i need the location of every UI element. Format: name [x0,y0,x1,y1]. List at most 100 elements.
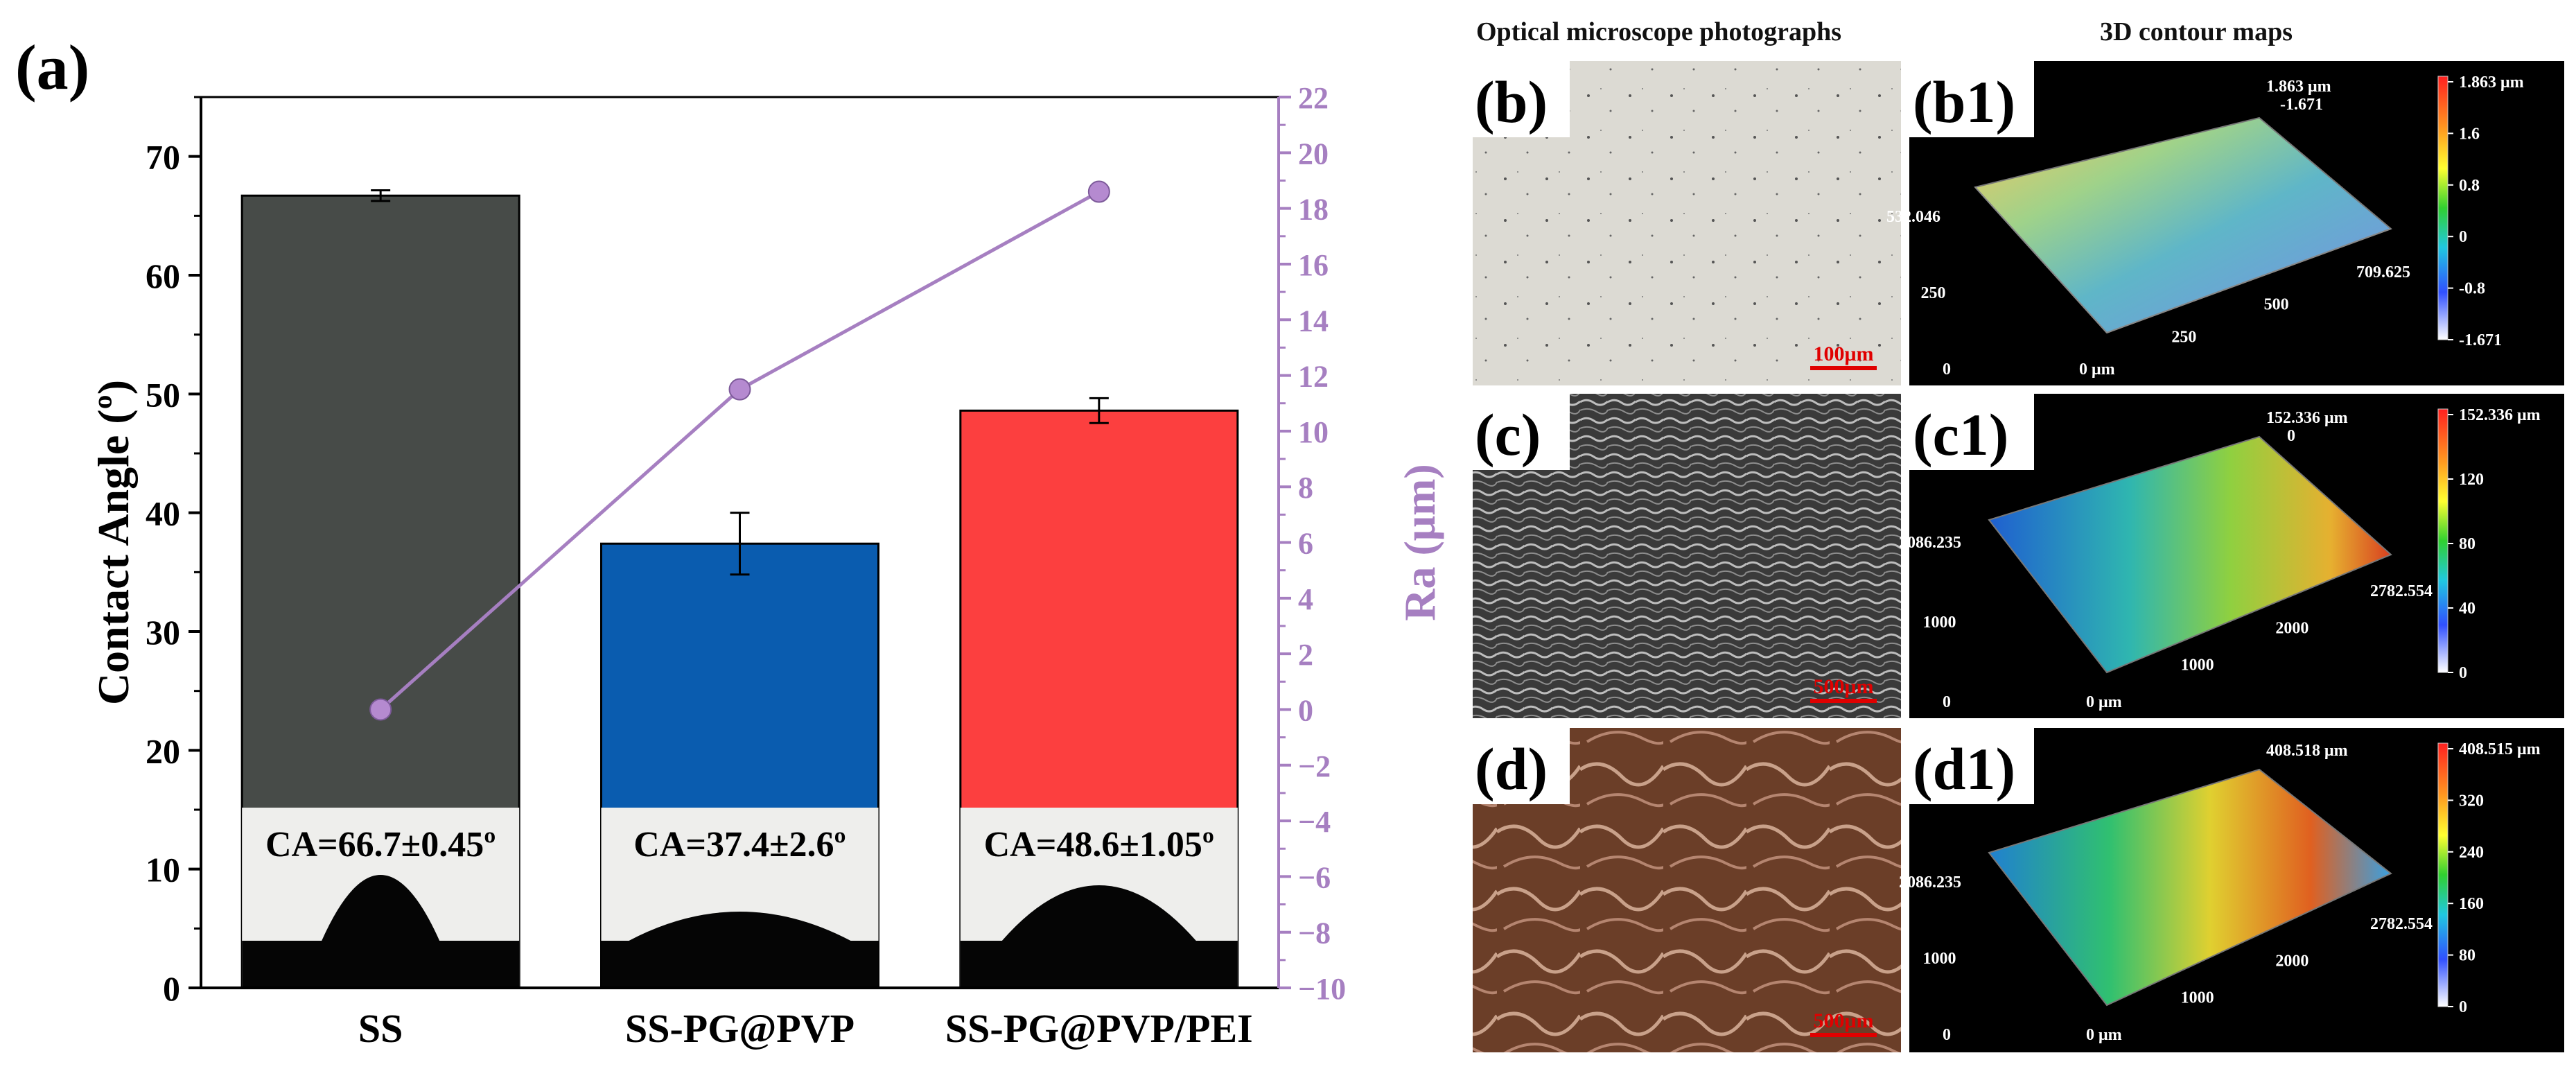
right-tick-label: 16 [1298,248,1329,282]
z-max-label: 152.336 μm [2266,409,2348,427]
panel-label-b1: (b1) [1913,69,2015,135]
left-axis-title: Contact Angle (º) [89,380,138,705]
left-tick-label: 50 [146,375,180,414]
x-tick-label: 0 μm [2086,1026,2122,1044]
y-tick-label: 250 [1921,284,1946,302]
colorbar-tick-label: 80 [2459,947,2476,965]
y-tick-label: 1000 [1923,950,1956,968]
colorbar-tick-label: 0 [2459,664,2467,682]
right-tick-label: 14 [1298,304,1329,338]
scale-bar-d [1810,1033,1877,1037]
right-tick-label: 18 [1298,193,1329,227]
panel-label-d: (d) [1475,736,1548,802]
panel-label-c: (c) [1475,401,1541,468]
header-contour: 3D contour maps [2100,17,2293,46]
droplet-inset-2 [960,808,1238,986]
right-tick-label: 4 [1298,582,1313,616]
z-min-label: -1.671 [2280,96,2323,114]
droplet-inset-0 [242,808,520,986]
panel-label-d1: (d1) [1913,736,2015,802]
scale-bar-b-label: 100μm [1814,342,1874,365]
right-tick-label: 22 [1298,81,1329,115]
z-max-label: 1.863 μm [2266,78,2331,96]
contour-d1: (d1) 408.518 μm 0 μm 1000 2000 2782.554 0 1000… [1899,728,2564,1052]
right-tick-label: −10 [1298,972,1346,1006]
left-tick-label: 30 [146,613,180,652]
micrograph-d: (d) 500μm [1473,728,1901,1052]
colorbar-tick-label: 152.336 μm [2459,406,2541,424]
micrograph-c: (c) 500μm [1473,394,1901,718]
error-bar-1 [730,512,750,576]
colorbar-tick-label: -1.671 [2459,331,2502,349]
error-bar-0 [371,189,391,202]
colorbar-tick-label: 160 [2459,895,2484,913]
category-label-1: SS-PG@PVP [625,1006,855,1051]
contact-angle-label-0: CA=66.7±0.45º [265,825,496,864]
colorbar-tick-label: 1.863 μm [2459,73,2524,92]
colorbar-tick-label: 40 [2459,600,2476,618]
roughness-point-1 [728,378,751,401]
colorbar-tick-label: 0 [2459,998,2467,1016]
error-bar-2 [1089,397,1109,424]
colorbar-tick-label: 0 [2459,228,2467,246]
colorbar-tick-label: -0.8 [2459,280,2485,298]
panel-label-c1: (c1) [1913,401,2008,468]
x-tick-label: 2782.554 [2370,582,2433,600]
scale-bar-c-label: 500μm [1814,675,1874,698]
right-tick-label: −8 [1298,916,1331,950]
y-tick-label: 532.046 [1886,208,1940,226]
roughness-point-2 [1087,180,1110,203]
micrograph-b: (b) 100μm [1473,61,1901,385]
left-tick-label: 60 [146,257,180,295]
y-tick-label: 0 [1943,1026,1951,1044]
right-tick-label: 0 [1298,693,1313,727]
x-tick-label: 1000 [2181,989,2214,1007]
left-tick-label: 0 [163,969,180,1008]
y-tick-label: 2086.235 [1899,873,1961,892]
z-min-label: 0 [2287,427,2295,445]
panel-label-b: (b) [1475,69,1548,135]
contact-angle-label-1: CA=37.4±2.6º [633,825,845,864]
roughness-point-0 [369,698,392,721]
contact-angle-roughness-chart: CA=66.7±0.45º SS CA=37.4±2.6º SS-PG@PVP CA=4… [89,81,1444,1051]
x-tick-label: 709.625 [2356,263,2410,281]
colorbar-tick-label: 120 [2459,471,2484,489]
right-tick-label: 8 [1298,471,1313,505]
right-tick-label: 12 [1298,360,1329,394]
colorbar-tick-label: 408.515 μm [2459,740,2541,758]
x-tick-label: 2000 [2275,619,2308,637]
x-tick-label: 2782.554 [2370,915,2433,933]
x-tick-label: 1000 [2181,657,2214,675]
right-tick-label: 10 [1298,415,1329,449]
scale-bar-b [1810,366,1877,370]
right-tick-label: 20 [1298,137,1329,171]
x-tick-label: 500 [2264,296,2289,314]
right-tick-label: −6 [1298,860,1331,894]
left-tick-label: 70 [146,138,180,177]
left-tick-label: 40 [146,494,180,533]
category-label-2: SS-PG@PVP/PEI [945,1006,1253,1051]
right-axis-title: Ra (μm) [1395,464,1444,620]
x-tick-label: 250 [2171,328,2196,346]
right-tick-label: −4 [1298,805,1331,839]
y-tick-label: 0 [1943,693,1951,711]
x-tick-label: 2000 [2275,952,2308,970]
y-tick-label: 2086.235 [1899,534,1961,552]
scale-bar-c [1810,699,1877,703]
colorbar-tick-label: 1.6 [2459,125,2480,143]
right-tick-label: 2 [1298,638,1313,672]
y-tick-label: 0 [1943,360,1951,379]
category-label-0: SS [358,1006,403,1051]
scale-bar-d-label: 500μm [1814,1009,1874,1032]
contact-angle-label-2: CA=48.6±1.05º [984,825,1214,864]
z-max-label: 408.518 μm [2266,742,2348,760]
x-tick-label: 0 μm [2086,693,2122,711]
colorbar-tick-label: 0.8 [2459,177,2480,195]
colorbar-tick-label: 240 [2459,844,2484,862]
colorbar-tick-label: 320 [2459,792,2484,810]
header-optical: Optical microscope photographs [1476,17,1841,46]
right-tick-label: −2 [1298,749,1331,783]
